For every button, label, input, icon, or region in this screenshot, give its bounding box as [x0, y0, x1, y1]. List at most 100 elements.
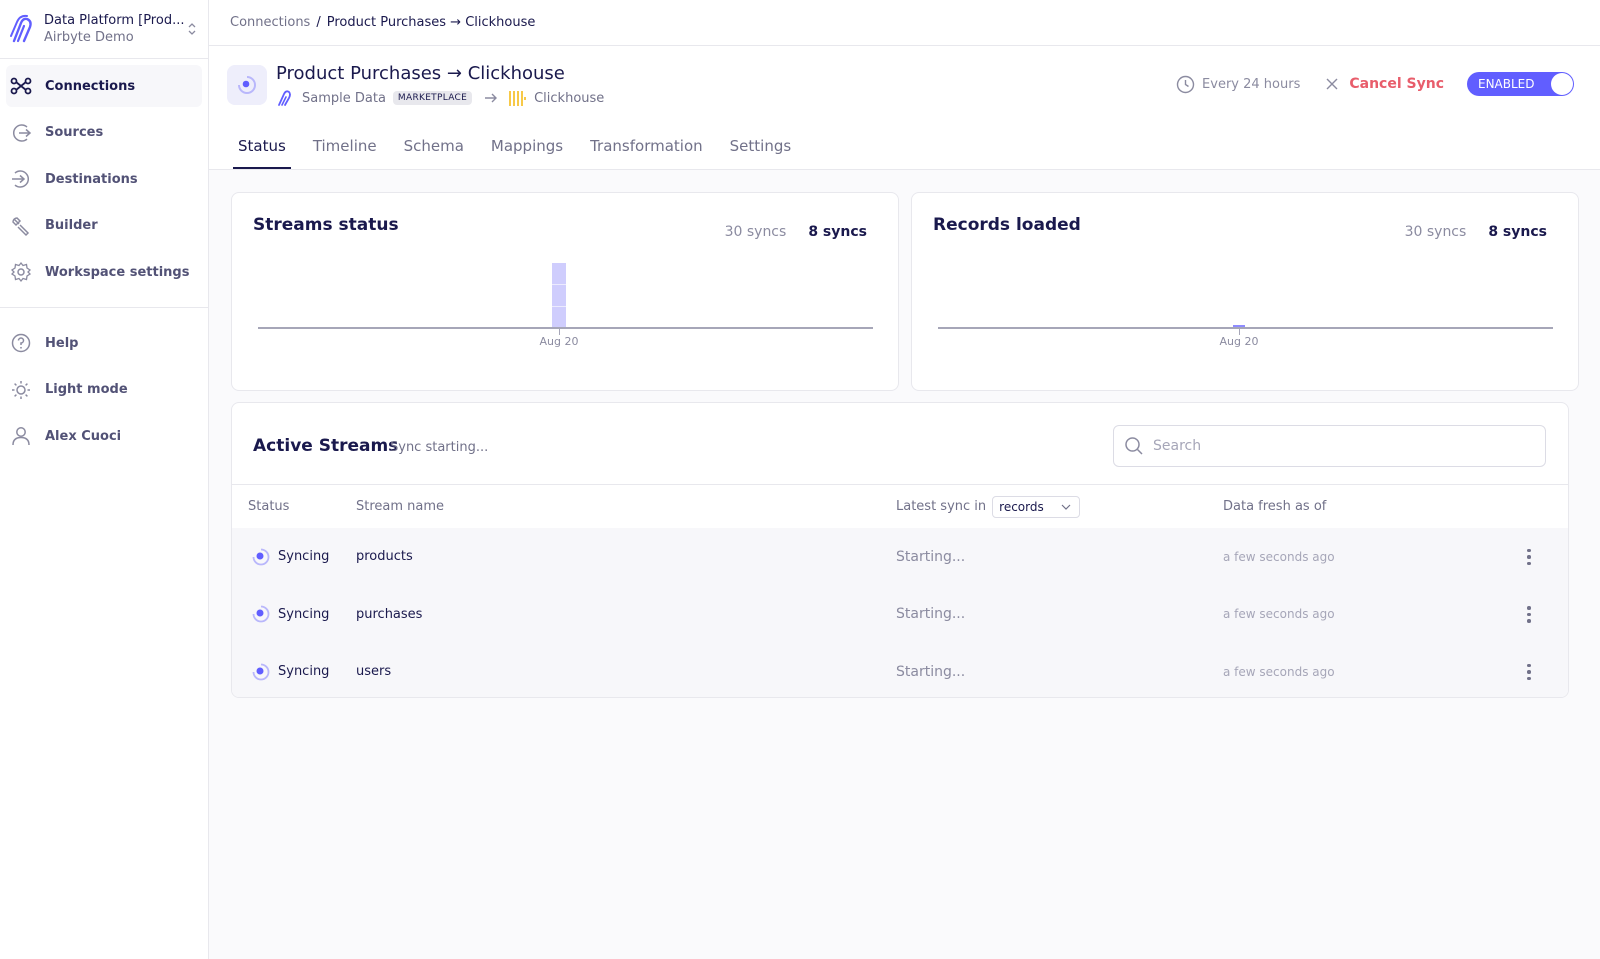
chevron-down-icon [1061, 504, 1071, 510]
streams-status-chart: Aug 20 [258, 253, 873, 353]
workspace-org: Airbyte Demo [44, 29, 134, 45]
main-content: Connections / Product Purchases → Clickh… [209, 0, 1600, 959]
streams-status-card: Streams status 30 syncs 8 syncs Aug 20 [231, 192, 899, 391]
connection-header: Product Purchases → Clickhouse Sample Da… [209, 46, 1600, 170]
stream-name: purchases [356, 606, 423, 622]
active-streams-panel: Active Streams Sync starting... Status S… [231, 402, 1569, 698]
sidebar-item-sources[interactable]: Sources [6, 112, 202, 154]
sidebar-item-help[interactable]: Help [6, 322, 202, 364]
sidebar-nav: Connections Sources Destinations Builder [0, 59, 208, 457]
tab-mappings[interactable]: Mappings [490, 137, 564, 155]
stream-name: products [356, 549, 413, 565]
sidebar-divider [0, 307, 208, 308]
search-input[interactable] [1153, 438, 1533, 454]
stream-data-fresh: a few seconds ago [1223, 664, 1335, 679]
range-8-syncs[interactable]: 8 syncs [1488, 224, 1547, 240]
unit-select[interactable]: records [992, 495, 1081, 518]
records-loaded-title: Records loaded [933, 215, 1081, 235]
row-menu-button[interactable] [1524, 604, 1534, 624]
sidebar-item-workspace-settings[interactable]: Workspace settings [6, 251, 202, 293]
destination-icon [10, 168, 32, 190]
stream-status: Syncing [252, 663, 329, 681]
row-menu-button[interactable] [1524, 662, 1534, 682]
chart-tick-label: Aug 20 [539, 335, 579, 348]
workspace-name: Data Platform [Prod... [44, 12, 185, 28]
enabled-toggle[interactable]: ENABLED [1467, 72, 1574, 96]
records-loaded-chart: Aug 20 [938, 253, 1553, 353]
header-actions: Every 24 hours Cancel Sync ENABLED [1176, 72, 1574, 96]
airbyte-logo-icon [10, 14, 32, 43]
syncing-icon [252, 548, 270, 566]
help-icon [10, 332, 32, 354]
sidebar-item-label: Alex Cuoci [45, 428, 122, 444]
chart-tick [559, 329, 560, 335]
breadcrumb-connections-link[interactable]: Connections [230, 15, 311, 30]
tab-settings[interactable]: Settings [729, 137, 792, 155]
table-row: Syncing purchases Starting... a few seco… [232, 585, 1568, 643]
sidebar-item-label: Workspace settings [45, 264, 190, 280]
sidebar-item-label: Light mode [45, 382, 128, 397]
user-icon [10, 425, 32, 447]
schedule-info: Every 24 hours [1176, 75, 1300, 94]
breadcrumb-current: Product Purchases → Clickhouse [326, 15, 536, 30]
active-streams-header: Active Streams Sync starting... [232, 403, 1568, 485]
tab-transformation[interactable]: Transformation [590, 137, 703, 155]
tab-schema[interactable]: Schema [403, 137, 464, 155]
workspace-switcher[interactable]: Data Platform [Prod... Airbyte Demo [0, 0, 208, 59]
chart-baseline [938, 327, 1553, 329]
stream-search[interactable] [1113, 425, 1546, 467]
sidebar-item-label: Builder [45, 218, 98, 233]
stream-data-fresh: a few seconds ago [1223, 607, 1335, 622]
sidebar-item-connections[interactable]: Connections [6, 65, 202, 107]
row-menu-button[interactable] [1524, 547, 1534, 567]
chart-bar[interactable] [552, 263, 566, 327]
syncing-icon [252, 663, 270, 681]
clock-icon [1176, 75, 1195, 93]
streams-status-title: Streams status [253, 215, 399, 235]
stream-name: users [356, 664, 392, 680]
range-30-syncs[interactable]: 30 syncs [1404, 224, 1467, 240]
sidebar-item-builder[interactable]: Builder [6, 205, 202, 247]
records-loaded-range: 30 syncs 8 syncs [1383, 224, 1547, 240]
cancel-sync-button[interactable]: Cancel Sync [1326, 76, 1444, 92]
range-30-syncs[interactable]: 30 syncs [724, 224, 787, 240]
toggle-label: ENABLED [1478, 77, 1535, 91]
tab-timeline[interactable]: Timeline [312, 137, 377, 155]
sidebar-item-user[interactable]: Alex Cuoci [6, 415, 202, 457]
records-loaded-card: Records loaded 30 syncs 8 syncs Aug 20 [911, 192, 1579, 391]
destination-name[interactable]: Clickhouse [534, 90, 605, 106]
chart-tick-label: Aug 20 [1219, 335, 1259, 348]
stream-status-label: Syncing [278, 664, 330, 680]
connection-status-icon [227, 65, 267, 105]
chart-baseline [258, 327, 873, 329]
sync-status-text: Sync starting... [390, 440, 489, 455]
table-row: Syncing products Starting... a few secon… [232, 528, 1568, 586]
sidebar-item-label: Help [45, 335, 79, 351]
cancel-sync-label: Cancel Sync [1349, 76, 1444, 92]
col-data-fresh: Data fresh as of [1223, 499, 1327, 514]
chart-bar[interactable] [1233, 325, 1245, 327]
stream-latest-sync: Starting... [896, 606, 966, 623]
builder-icon [10, 215, 32, 237]
col-latest-sync: Latest sync in records [896, 495, 1081, 518]
tab-status[interactable]: Status [233, 137, 291, 169]
sidebar-item-destinations[interactable]: Destinations [6, 158, 202, 200]
source-icon [10, 122, 32, 144]
table-row: Syncing users Starting... a few seconds … [232, 643, 1568, 697]
toggle-knob [1551, 73, 1573, 95]
source-name[interactable]: Sample Data [302, 90, 386, 106]
close-icon [1326, 78, 1338, 90]
stream-status-label: Syncing [278, 606, 330, 622]
breadcrumb-separator: / [316, 15, 321, 30]
connection-tabs: Status Timeline Schema Mappings Transfor… [233, 137, 813, 169]
stream-latest-sync: Starting... [896, 548, 966, 565]
col-stream-name: Stream name [356, 499, 445, 514]
connection-title: Product Purchases → Clickhouse [276, 63, 565, 84]
range-8-syncs[interactable]: 8 syncs [808, 224, 867, 240]
stream-data-fresh: a few seconds ago [1223, 549, 1335, 564]
clickhouse-icon [509, 90, 527, 106]
connection-subtitle: Sample Data MARKETPLACE Clickhouse [276, 89, 604, 107]
sidebar-item-light-mode[interactable]: Light mode [6, 369, 202, 411]
schedule-label: Every 24 hours [1202, 76, 1301, 92]
col-latest-sync-label: Latest sync in [896, 499, 987, 514]
